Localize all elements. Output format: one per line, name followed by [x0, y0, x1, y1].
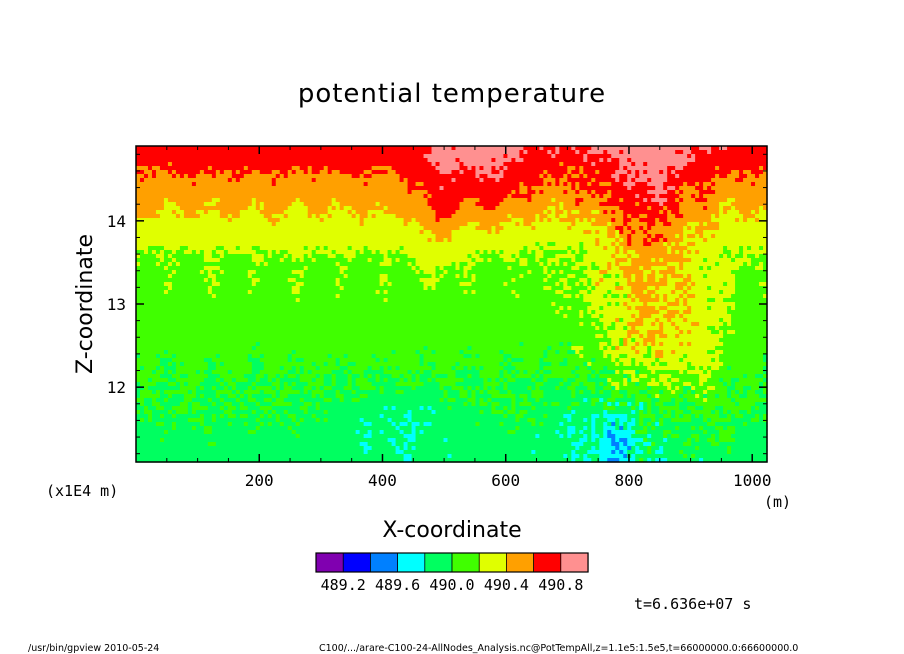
colorbar-swatch [397, 552, 426, 573]
footer-left: /usr/bin/gpview 2010-05-24 [28, 643, 159, 654]
colorbar-swatch [424, 552, 453, 573]
colorbar-swatch [369, 552, 399, 573]
y-axis-unit: (x1E4 m) [46, 482, 118, 500]
colorbar-swatch [451, 552, 480, 573]
colorbar-label: 490.8 [538, 576, 583, 594]
colorbar: 489.2 489.6 490.0 490.4 490.8 [315, 552, 589, 594]
x-tick-label: 600 [491, 471, 520, 490]
colorbar-swatch [505, 552, 535, 573]
y-tick-label: 14 [107, 212, 126, 231]
heatmap-field [136, 146, 768, 463]
footer-right: C100/.../arare-C100-24-AllNodes_Analysis… [319, 643, 798, 654]
colorbar-swatch [560, 552, 589, 573]
y-axis-label: Z-coordinate [73, 234, 98, 374]
time-label: t=6.636e+07 s [634, 595, 751, 613]
colorbar-frame [315, 552, 589, 573]
x-tick-label: 400 [368, 471, 397, 490]
x-axis-label: X-coordinate [382, 518, 521, 543]
y-tick-label: 13 [107, 295, 126, 314]
x-tick-label: 200 [245, 471, 274, 490]
colorbar-swatch [478, 552, 508, 573]
x-tick-label: 1000 [733, 471, 772, 490]
chart-title: potential temperature [298, 79, 606, 109]
plot-area: 200 400 600 800 1000 12 13 14 [107, 145, 772, 490]
colorbar-label: 490.4 [484, 576, 529, 594]
x-tick-label: 800 [615, 471, 644, 490]
colorbar-swatch [342, 552, 372, 573]
y-tick-label: 12 [107, 378, 126, 397]
colorbar-swatch [315, 552, 344, 573]
x-axis-ticks: 200 400 600 800 1000 [166, 146, 772, 490]
colorbar-label: 490.0 [429, 576, 474, 594]
colorbar-label: 489.6 [375, 576, 420, 594]
colorbar-swatch [533, 552, 562, 573]
colorbar-label: 489.2 [321, 576, 366, 594]
x-axis-unit: (m) [764, 493, 791, 511]
y-axis-ticks: 12 13 14 [107, 153, 767, 455]
